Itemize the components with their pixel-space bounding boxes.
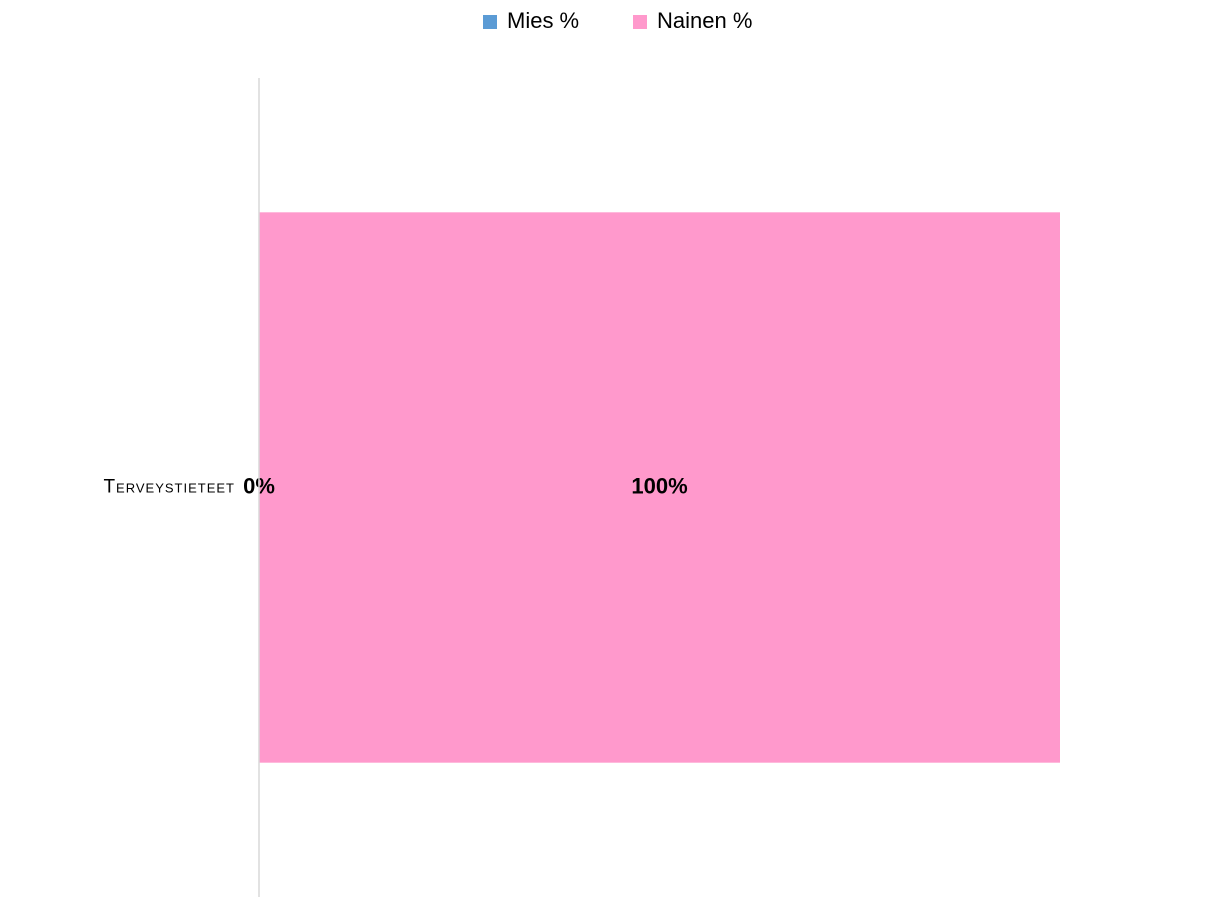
data-label: 100% xyxy=(631,473,687,498)
bar-segment xyxy=(259,212,1060,763)
category-label: Terveystieteet xyxy=(103,477,235,498)
legend-label: Nainen % xyxy=(657,8,752,33)
legend-label: Mies % xyxy=(507,8,579,33)
legend-swatch xyxy=(483,15,497,29)
legend-swatch xyxy=(633,15,647,29)
